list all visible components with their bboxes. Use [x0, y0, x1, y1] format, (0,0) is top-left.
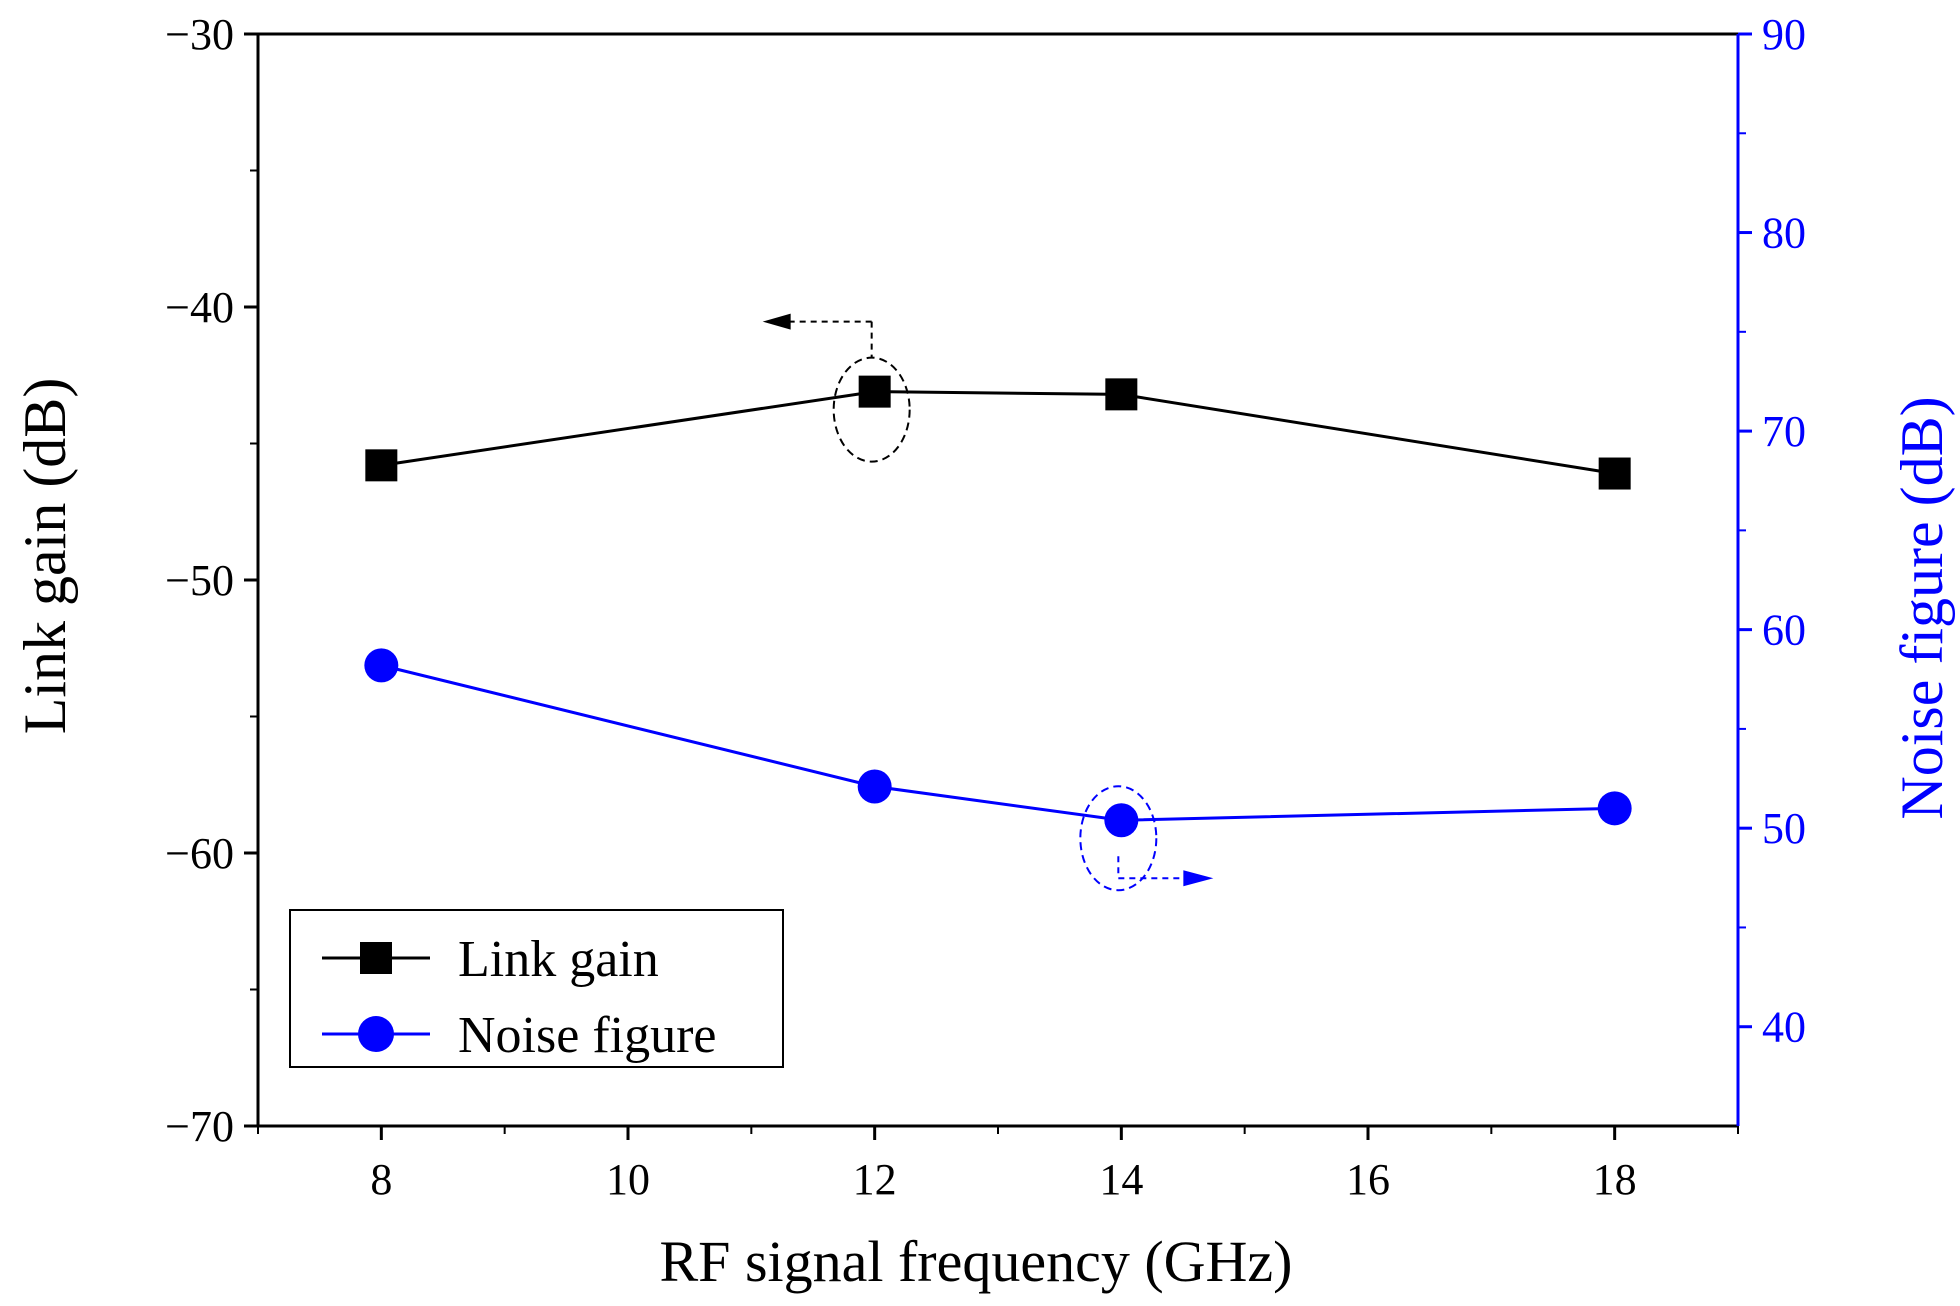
legend-label-noise-figure: Noise figure: [458, 1007, 716, 1064]
x-tick-label: 18: [1593, 1155, 1637, 1204]
point-link-gain-12: [858, 375, 891, 408]
left-axis-title: Link gain (dB): [12, 378, 78, 735]
annotation-layer: [762, 313, 1214, 892]
annotation-arrow-head: [1183, 870, 1214, 887]
legend-marker-square: [360, 942, 392, 974]
point-link-gain-8: [365, 449, 398, 482]
y-right-tick-label: 70: [1762, 407, 1806, 456]
annotation-ellipse: [1079, 785, 1158, 892]
y-left-tick-label: −40: [165, 283, 234, 332]
x-tick-label: 16: [1346, 1155, 1390, 1204]
ticks-layer: 8 10 12 14 16 18 −30 −40 −50 −60 −70 90 80 70 60 50 40: [165, 10, 1806, 1204]
legend-marker-circle: [358, 1016, 394, 1052]
x-tick-label: 8: [370, 1155, 392, 1204]
y-left-tick-label: −50: [165, 556, 234, 605]
point-noise-figure-12: [857, 769, 892, 804]
point-link-gain-18: [1598, 457, 1631, 490]
series-line-1: [380, 663, 1615, 822]
series-layer: [364, 375, 1632, 838]
y-left-tick-label: −60: [165, 829, 234, 878]
x-tick-label: 14: [1099, 1155, 1143, 1204]
point-noise-figure-14: [1104, 803, 1139, 838]
y-right-tick-label: 80: [1762, 209, 1806, 258]
right-axis-title: Noise figure (dB): [1889, 396, 1955, 819]
x-axis-title: RF signal frequency (GHz): [660, 1229, 1293, 1294]
x-tick-label: 12: [853, 1155, 897, 1204]
series-line-0: [381, 390, 1615, 476]
legend: Link gain Noise figure: [289, 909, 784, 1068]
legend-label-link-gain: Link gain: [458, 931, 659, 988]
annotation-ellipse: [832, 356, 911, 463]
x-tick-label: 10: [606, 1155, 650, 1204]
point-noise-figure-18: [1597, 791, 1632, 826]
y-left-tick-label: −70: [165, 1102, 234, 1151]
annotation-arrow-head: [762, 313, 791, 330]
y-left-tick-label: −30: [165, 10, 234, 59]
y-right-tick-label: 60: [1762, 606, 1806, 655]
point-link-gain-14: [1105, 378, 1138, 411]
y-right-tick-label: 50: [1762, 804, 1806, 853]
point-noise-figure-8: [364, 648, 399, 683]
y-right-tick-label: 90: [1762, 10, 1806, 59]
y-right-tick-label: 40: [1762, 1003, 1806, 1052]
